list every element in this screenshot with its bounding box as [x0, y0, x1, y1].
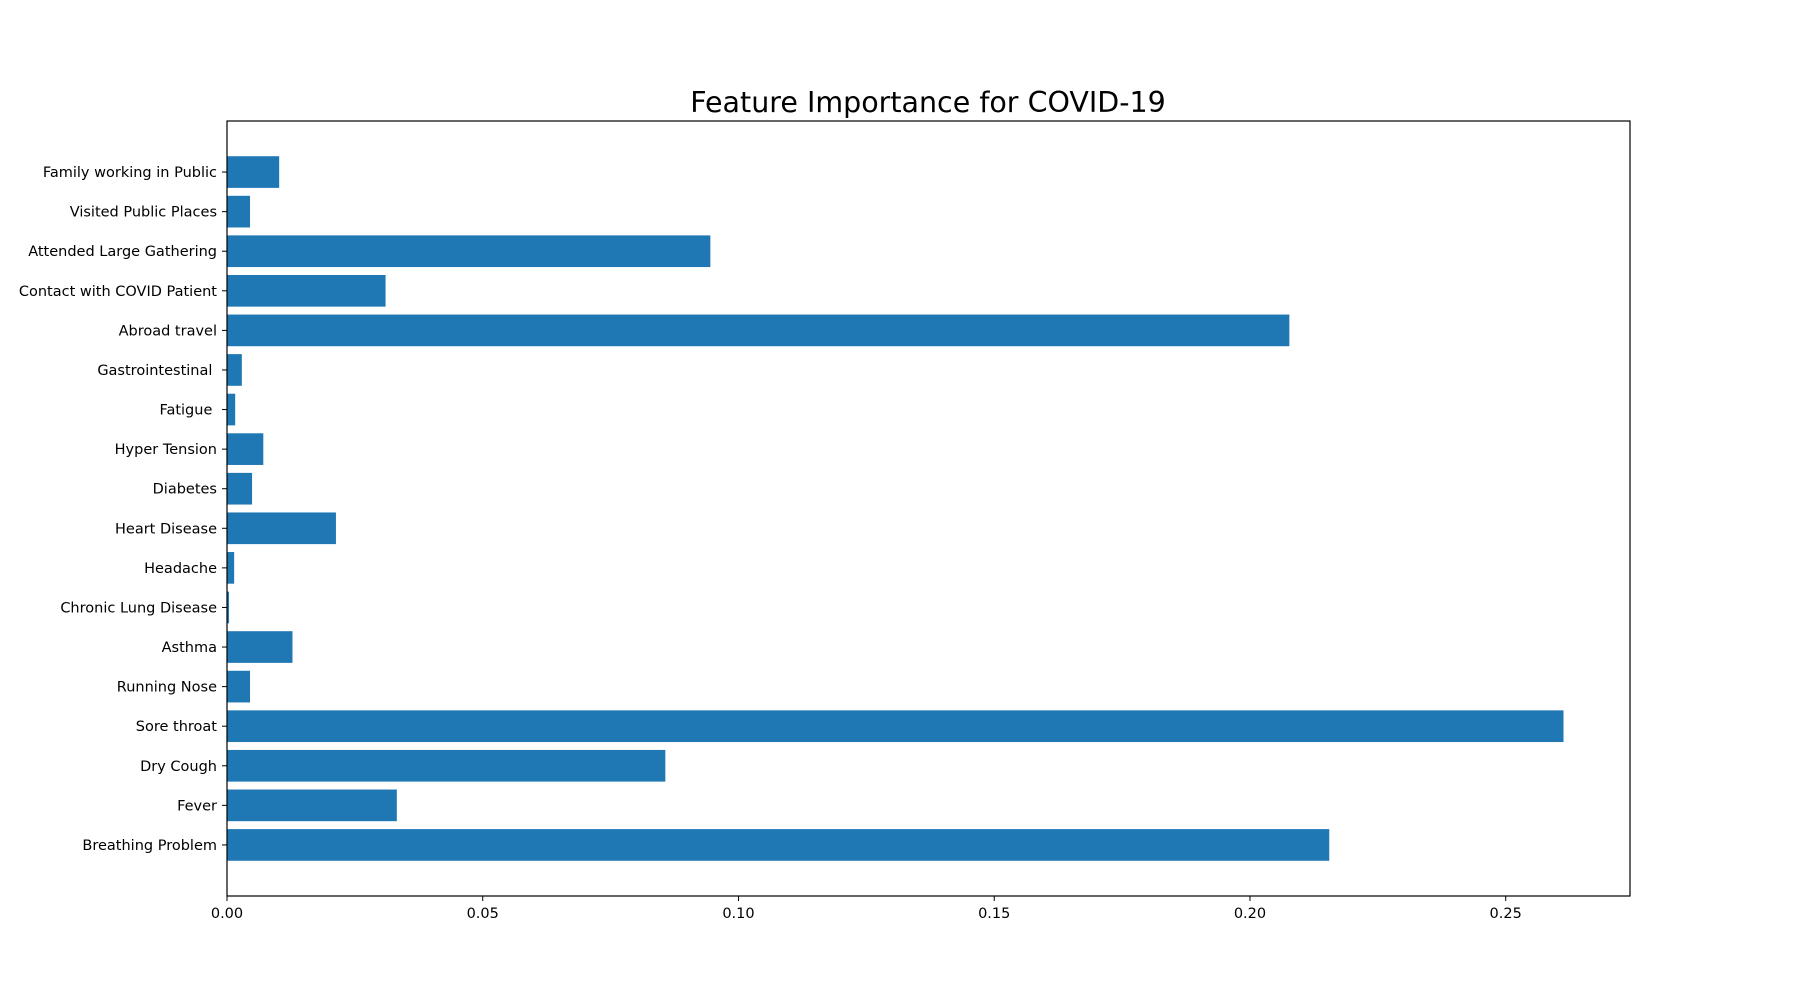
bar-gastrointestinal: [227, 354, 242, 386]
bar-family-working-in-public: [227, 156, 280, 188]
y-axis-ticks: Breathing Problem Fever Dry Cough Sore thro…: [19, 165, 227, 854]
y-tick-label-fatigue: Fatigue: [159, 403, 217, 419]
bar-breathing-problem: [227, 829, 1330, 861]
bars-group: [227, 156, 1564, 861]
bar-hyper-tension: [227, 433, 264, 465]
x-tick-label: 0.25: [1490, 906, 1522, 922]
y-tick-label-diabetes: Diabetes: [153, 482, 217, 498]
bar-chronic-lung-disease: [227, 591, 230, 624]
y-tick-label-fever: Fever: [177, 798, 217, 814]
x-axis-ticks: 0.00 0.05 0.10 0.15 0.20 0.25: [211, 896, 1522, 922]
y-tick-label-running-nose: Running Nose: [117, 680, 217, 696]
x-tick-label: 0.05: [467, 906, 499, 922]
y-tick-label-hyper-tension: Hyper Tension: [115, 442, 217, 458]
bar-sore-throat: [227, 710, 1564, 743]
y-tick-label-sore-throat: Sore throat: [136, 719, 218, 735]
bar-heart-disease: [227, 512, 336, 545]
y-tick-label-breathing-problem: Breathing Problem: [82, 838, 217, 854]
x-tick-label: 0.10: [722, 906, 754, 922]
y-tick-label-visited-public-places: Visited Public Places: [70, 205, 217, 221]
bar-diabetes: [227, 472, 253, 505]
y-tick-label-contact-with-covid-patient: Contact with COVID Patient: [19, 284, 217, 300]
plot-frame: [226, 120, 1631, 897]
y-tick-label-abroad-travel: Abroad travel: [119, 323, 217, 339]
bar-dry-cough: [227, 749, 666, 782]
bar-visited-public-places: [227, 195, 251, 228]
y-tick-label-gastrointestinal: Gastrointestinal: [97, 363, 217, 379]
bar-contact-with-covid-patient: [227, 274, 386, 307]
y-tick-label-attended-large-gathering: Attended Large Gathering: [28, 244, 217, 260]
bar-attended-large-gathering: [227, 235, 711, 268]
bar-headache: [227, 552, 235, 584]
bar-asthma: [227, 631, 293, 663]
x-tick-label: 0.20: [1234, 906, 1266, 922]
chart-title: Feature Importance for COVID-19: [690, 86, 1166, 119]
y-tick-label-headache: Headache: [144, 561, 217, 577]
bar-fever: [227, 789, 397, 822]
bar-abroad-travel: [227, 314, 1290, 347]
y-tick-label-chronic-lung-disease: Chronic Lung Disease: [60, 600, 217, 616]
bar-running-nose: [227, 670, 251, 703]
bar-fatigue: [227, 393, 236, 426]
y-tick-label-heart-disease: Heart Disease: [115, 521, 217, 537]
y-tick-label-family-working-in-public: Family working in Public: [43, 165, 217, 181]
x-tick-label: 0.15: [978, 906, 1010, 922]
y-tick-label-dry-cough: Dry Cough: [140, 759, 217, 775]
y-tick-label-asthma: Asthma: [162, 640, 217, 656]
x-tick-label: 0.00: [211, 906, 243, 922]
